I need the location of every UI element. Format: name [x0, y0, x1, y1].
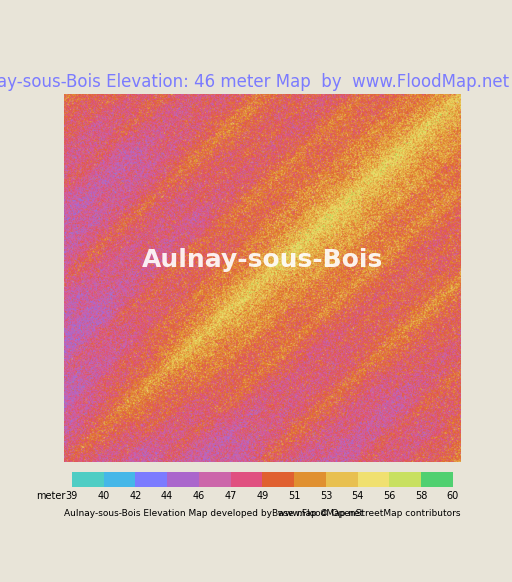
Bar [135, 472, 167, 487]
Text: 44: 44 [161, 491, 173, 501]
Bar [421, 472, 453, 487]
Bar [72, 472, 103, 487]
Bar [421, 472, 453, 487]
Bar [294, 472, 326, 487]
Text: 46: 46 [193, 491, 205, 501]
Text: Aulnay-sous-Bois: Aulnay-sous-Bois [142, 248, 383, 272]
Bar [389, 472, 421, 487]
Bar [103, 472, 135, 487]
Text: 40: 40 [98, 491, 110, 501]
Bar [167, 472, 199, 487]
Text: 54: 54 [351, 491, 364, 501]
Text: 49: 49 [257, 491, 268, 501]
Bar [230, 472, 263, 487]
Text: 58: 58 [415, 491, 428, 501]
Text: 51: 51 [288, 491, 301, 501]
Text: meter: meter [37, 491, 66, 501]
Text: Aulnay-sous-Bois Elevation Map developed by  www.FloodMap.net: Aulnay-sous-Bois Elevation Map developed… [64, 509, 363, 518]
Text: 53: 53 [319, 491, 332, 501]
Text: 42: 42 [129, 491, 142, 501]
Text: 39: 39 [66, 491, 78, 501]
Text: 60: 60 [447, 491, 459, 501]
Bar [262, 472, 294, 487]
Bar [358, 472, 389, 487]
Text: 56: 56 [383, 491, 396, 501]
Bar [199, 472, 230, 487]
Text: Aulnay-sous-Bois Elevation: 46 meter Map  by  www.FloodMap.net (beta): Aulnay-sous-Bois Elevation: 46 meter Map… [0, 73, 512, 91]
Text: Base map © OpenStreetMap contributors: Base map © OpenStreetMap contributors [272, 509, 461, 518]
Bar [326, 472, 358, 487]
Text: 47: 47 [224, 491, 237, 501]
